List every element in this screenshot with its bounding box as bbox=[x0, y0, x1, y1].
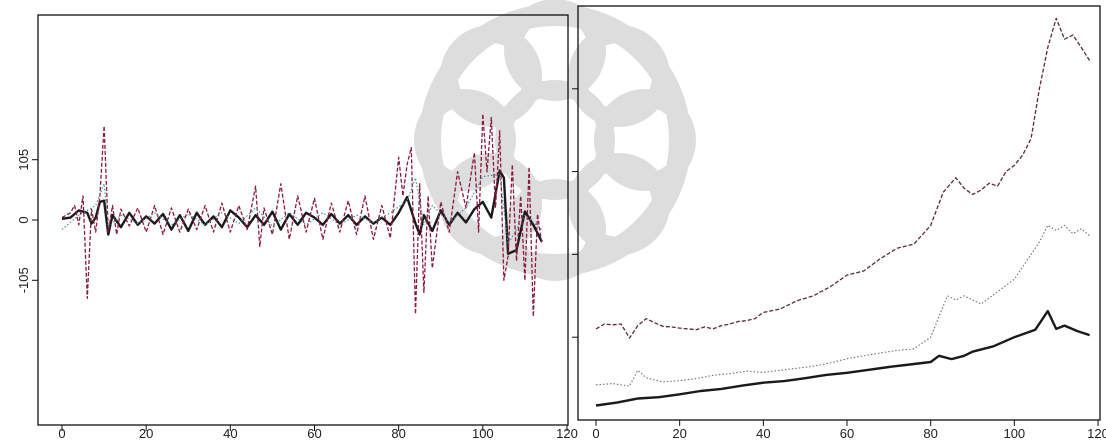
right-x-tick-label: 20 bbox=[672, 426, 686, 441]
left-x-tick-label: 20 bbox=[139, 426, 153, 441]
left-y-tick-label: 105 bbox=[16, 149, 31, 171]
right-x-tick-label: 80 bbox=[923, 426, 937, 441]
left-series-dotted-line bbox=[61, 173, 543, 245]
left-y-tick-label: -105 bbox=[16, 267, 31, 293]
left-y-tick-label: 0 bbox=[16, 216, 31, 223]
right-chart: 0 20 40 60 80 100 120 bbox=[572, 5, 1106, 441]
right-x-tick-label: 120 bbox=[1087, 426, 1106, 441]
left-x-tick-label: 100 bbox=[472, 426, 494, 441]
left-x-tick-label: 40 bbox=[223, 426, 237, 441]
left-series-dashed-line bbox=[61, 113, 543, 318]
left-series-group bbox=[61, 113, 543, 318]
watermark-seal bbox=[414, 0, 696, 281]
right-x-tick-label: 0 bbox=[592, 426, 599, 441]
left-x-tick-label: 60 bbox=[307, 426, 321, 441]
right-x-tick-label: 60 bbox=[840, 426, 854, 441]
right-x-tick-label: 40 bbox=[756, 426, 770, 441]
left-x-tick-label: 0 bbox=[58, 426, 65, 441]
right-series-solid-thick-line bbox=[595, 309, 1090, 407]
right-plot-frame bbox=[577, 5, 1101, 421]
right-series-group bbox=[595, 17, 1091, 407]
left-axes: 0 20 40 60 80 100 120 -105 0 105 bbox=[16, 149, 578, 441]
right-x-tick-label: 100 bbox=[1003, 426, 1025, 441]
left-x-tick-label: 80 bbox=[391, 426, 405, 441]
left-chart: 0 20 40 60 80 100 120 -105 0 105 bbox=[16, 14, 578, 441]
left-x-tick-label: 120 bbox=[556, 426, 578, 441]
right-series-dotted-line bbox=[595, 224, 1090, 387]
right-series-dashed-line bbox=[595, 17, 1091, 339]
right-axes: 0 20 40 60 80 100 120 bbox=[572, 88, 1106, 441]
left-series-solid-thick-line bbox=[61, 169, 543, 256]
